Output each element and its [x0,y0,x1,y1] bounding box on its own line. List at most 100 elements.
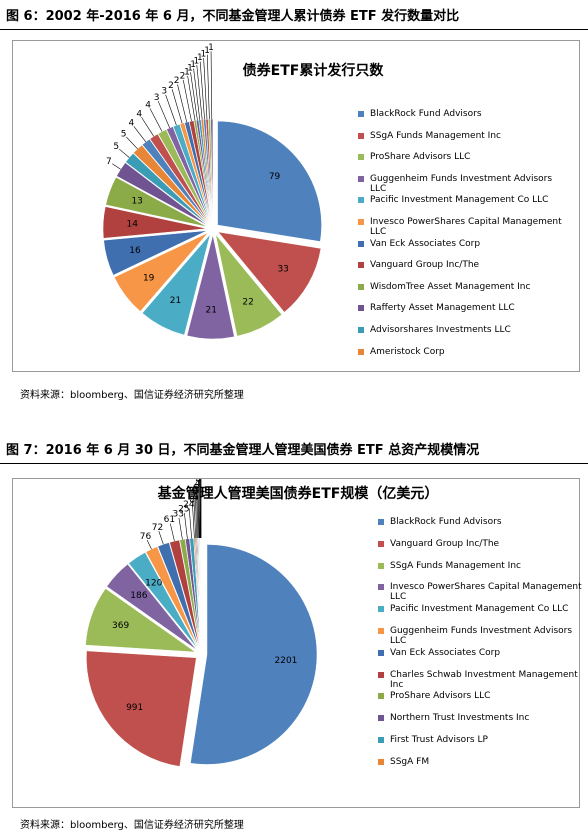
data-label: 22 [242,297,253,307]
legend-label: Guggenheim Funds Investment Advisors LLC [370,173,553,194]
leader-line [112,163,121,170]
pie-slice [157,542,200,649]
leader-line [199,61,205,120]
legend-item: ProShare Advisors LLC [358,152,563,162]
legend-item: WisdomTree Asset Management Inc [358,282,563,292]
pie-slice [106,563,197,651]
pie-slice [125,153,209,226]
legend-label: Guggenheim Funds Investment Advisors LLC [390,626,573,646]
leader-line [196,64,203,120]
data-label: 33 [173,509,184,519]
leader-line [192,504,195,539]
legend-item: SSgA FM [378,757,583,767]
legend-item: SSgA Funds Management Inc [358,131,563,141]
chart-title: 债券ETF累计发行只数 [243,62,385,79]
data-label: 6 [192,488,198,498]
data-label: 4 [196,479,202,486]
legend-swatch [378,584,384,591]
leader-line [206,54,210,120]
leader-line [170,523,175,542]
data-label: 4 [195,480,201,490]
legend-item: Guggenheim Funds Investment Advisors LLC [378,626,583,646]
legend-swatch [378,540,384,547]
data-label: 369 [112,621,129,631]
legend-item: Vanguard Group Inc/The [378,539,583,549]
legend-item: Pacific Investment Management Co LLC [358,195,563,205]
data-label: 3 [161,86,167,96]
leader-line [171,89,183,124]
legend-item: Ameristock Corp [358,347,563,357]
leader-line [193,500,197,539]
legend-swatch [358,219,364,225]
leader-line [146,539,152,550]
legend-label: First Trust Advisors LP [390,735,488,745]
leader-line [157,100,170,129]
legend-swatch [358,305,364,312]
legend-item: Rafferty Asset Management LLC [358,303,563,313]
data-label: 14 [127,220,139,230]
legend-swatch [378,671,384,678]
legend-item: Northern Trust Investments Inc [378,713,583,723]
legend-label: Vanguard Group Inc/The [370,260,480,271]
data-label: 72 [152,523,163,533]
legend-label: Invesco PowerShares Capital Management L… [390,582,582,603]
legend-label: Northern Trust Investments Inc [390,713,530,724]
leader-line [210,51,213,120]
legend-swatch [378,562,384,569]
pie-slice [217,120,322,242]
data-label: 21 [206,305,217,315]
chart-box: 债券ETF累计发行只数 79 33 22 21 21 19 16 14 13 7 5 5 4 4 4 3 3 2 2 2… [12,40,580,372]
pie-slice [102,206,208,239]
legend-label: Pacific Investment Management Co LLC [370,195,549,206]
data-label: 4 [136,109,142,119]
data-label: 2 [168,81,174,91]
legend-swatch [378,737,384,743]
leader-line [158,530,164,545]
legend-item: Guggenheim Funds Investment Advisors LLC [358,174,563,194]
pie-slice [210,118,214,224]
legend-label: Van Eck Associates Corp [390,647,501,658]
pie-slice [217,231,322,313]
data-label: 33 [277,265,288,275]
leader-line [199,480,201,539]
legend-swatch [378,649,384,656]
data-label: 5 [194,484,200,494]
legend-swatch [358,175,364,182]
data-label: 5 [113,142,119,152]
data-label: 5 [121,130,127,140]
legend-swatch [378,606,384,613]
data-label: 4 [129,119,135,129]
leader-line [203,58,208,120]
data-label: 76 [140,532,152,542]
legend-item: Vanguard Group Inc/The [358,260,563,270]
leader-line [190,72,198,121]
leader-line [188,508,192,539]
legend-swatch [358,348,364,355]
data-label: 186 [130,591,147,601]
leader-line [133,126,147,143]
data-label: 61 [164,515,175,525]
legend-item: Charles Schwab Investment Management Inc [378,670,583,690]
source-note: 资料来源：bloomberg、国信证券经济研究所整理 [20,390,244,401]
pie-slice [190,544,318,765]
legend-swatch [378,758,384,765]
leader-line [149,108,163,132]
legend-item: Van Eck Associates Corp [378,648,583,658]
chart-box: 基金管理人管理美国债券ETF规模（亿美元） 2201 991 369 186 120 76 7… [12,478,583,808]
data-label: 1 [184,67,190,77]
figure-caption: 图 6：2002 年-2016 年 6 月，不同基金管理人累计债券 ETF 发行… [0,4,588,30]
data-label: 1 [187,64,193,74]
leader-line [196,492,199,539]
legend-item: BlackRock Fund Advisors [358,109,563,119]
leader-line [141,116,154,137]
source-note: 资料来源：bloomberg、国信证券经济研究所整理 [20,820,244,831]
legend-label: BlackRock Fund Advisors [370,109,482,119]
legend-item: ProShare Advisors LLC [378,691,583,701]
leader-line [126,136,138,150]
legend-swatch [358,262,364,269]
legend-swatch [358,154,364,161]
data-label: 24 [183,500,195,510]
leader-line [165,94,177,126]
leader-line [197,488,199,539]
